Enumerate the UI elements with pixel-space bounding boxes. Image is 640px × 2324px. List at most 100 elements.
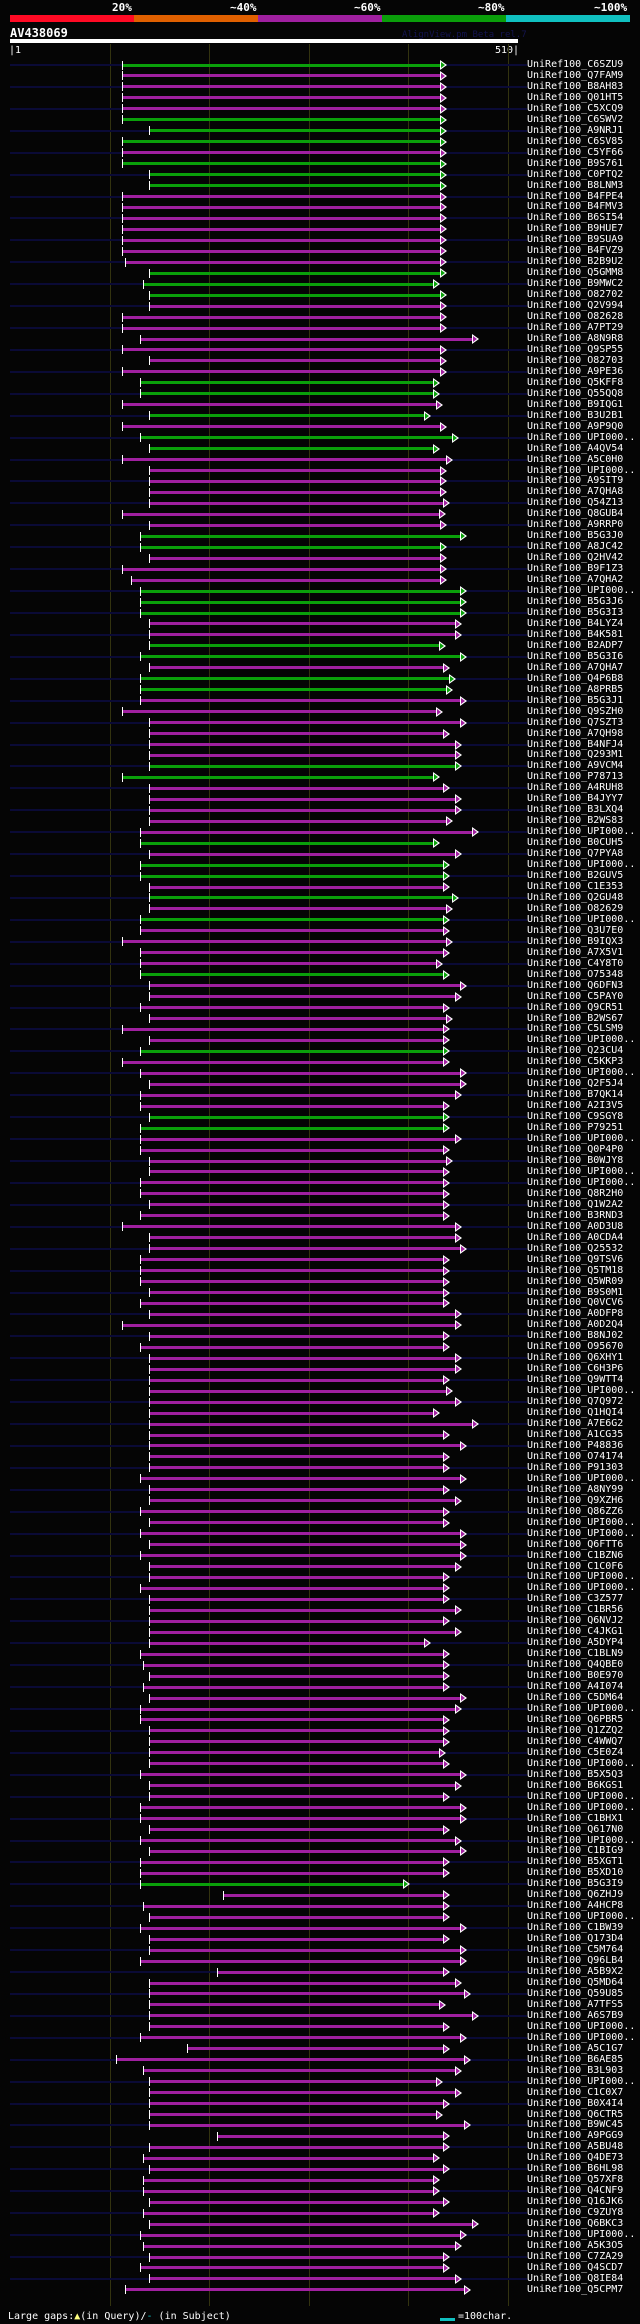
hit-label[interactable]: UniRef100_B6AE85 — [527, 2053, 624, 2065]
hit-bar[interactable] — [125, 2288, 465, 2292]
hit-bar[interactable] — [122, 118, 441, 122]
hit-bar[interactable] — [122, 216, 441, 220]
hit-label[interactable]: UniRef100_A5C0H0 — [527, 453, 624, 465]
hit-label[interactable]: UniRef100_Q617N0 — [527, 1823, 624, 1835]
hit-bar[interactable] — [150, 1236, 456, 1240]
hit-label[interactable]: UniRef100_A7TFS5 — [527, 1998, 624, 2010]
hit-bar[interactable] — [150, 743, 456, 747]
hit-bar[interactable] — [141, 863, 444, 867]
hit-bar[interactable] — [122, 940, 447, 944]
hit-bar[interactable] — [150, 1411, 434, 1415]
hit-label[interactable]: UniRef100_B2ADP7 — [527, 639, 624, 651]
hit-bar[interactable] — [144, 2156, 434, 2160]
hit-bar[interactable] — [150, 479, 441, 483]
hit-label[interactable]: UniRef100_O74174 — [527, 1450, 624, 1462]
hit-label[interactable]: UniRef100_B4FMV3 — [527, 201, 624, 213]
hit-label[interactable]: UniRef100_A5BU48 — [527, 2141, 624, 2153]
hit-label[interactable]: UniRef100_O82703 — [527, 354, 624, 366]
hit-label[interactable]: UniRef100_Q5CPM7 — [527, 2283, 624, 2295]
hit-label[interactable]: UniRef100_C1BW39 — [527, 1922, 624, 1934]
hit-bar[interactable] — [150, 447, 434, 451]
hit-bar[interactable] — [122, 775, 434, 779]
hit-label[interactable]: UniRef100_B9IQG1 — [527, 398, 624, 410]
hit-label[interactable]: UniRef100_Q0VCV6 — [527, 1297, 624, 1309]
hit-bar[interactable] — [144, 2211, 434, 2215]
hit-label[interactable]: UniRef100_Q96LB4 — [527, 1955, 624, 1967]
hit-label[interactable]: UniRef100_O82629 — [527, 902, 624, 914]
hit-label[interactable]: UniRef100_Q3U7E0 — [527, 924, 624, 936]
hit-label[interactable]: UniRef100_B5G3I3 — [527, 607, 624, 618]
hit-bar[interactable] — [122, 195, 441, 199]
hit-bar[interactable] — [122, 567, 441, 571]
hit-label[interactable]: UniRef100_UPI000.. — [527, 1790, 636, 1802]
hit-bar[interactable] — [150, 852, 456, 856]
hit-bar[interactable] — [141, 1959, 461, 1963]
hit-bar[interactable] — [150, 1575, 444, 1579]
hit-bar[interactable] — [141, 1773, 461, 1777]
hit-label[interactable]: UniRef100_UPI000.. — [527, 1034, 636, 1046]
hit-label[interactable]: UniRef100_Q5KFF8 — [527, 376, 624, 388]
hit-label[interactable]: UniRef100_UPI000.. — [527, 464, 636, 476]
hit-bar[interactable] — [150, 1729, 444, 1733]
hit-label[interactable]: UniRef100_UPI000.. — [527, 859, 636, 871]
hit-label[interactable]: UniRef100_Q4QBE0 — [527, 1659, 624, 1671]
hit-label[interactable]: UniRef100_B9HUE7 — [527, 223, 624, 235]
hit-label[interactable]: UniRef100_A8N9R8 — [527, 333, 624, 344]
hit-bar[interactable] — [150, 1597, 444, 1601]
hit-label[interactable]: UniRef100_A9SIT9 — [527, 475, 624, 487]
hit-bar[interactable] — [150, 1159, 447, 1163]
hit-bar[interactable] — [141, 1148, 444, 1152]
hit-label[interactable]: UniRef100_C1BIG9 — [527, 1845, 624, 1857]
hit-bar[interactable] — [150, 523, 441, 527]
hit-label[interactable]: UniRef100_Q2HV42 — [527, 552, 624, 564]
hit-bar[interactable] — [141, 534, 461, 538]
hit-label[interactable]: UniRef100_B7QK14 — [527, 1089, 624, 1101]
hit-bar[interactable] — [122, 1060, 444, 1064]
hit-bar[interactable] — [150, 501, 444, 505]
hit-bar[interactable] — [141, 1192, 444, 1196]
hit-bar[interactable] — [141, 951, 444, 955]
hit-label[interactable]: UniRef100_UPI000.. — [527, 913, 636, 925]
hit-label[interactable]: UniRef100_Q7FAM9 — [527, 69, 624, 81]
hit-label[interactable]: UniRef100_UPI000.. — [527, 1165, 636, 1177]
hit-label[interactable]: UniRef100_B5G3J0 — [527, 530, 624, 542]
hit-label[interactable]: UniRef100_A7X5V1 — [527, 946, 624, 958]
hit-bar[interactable] — [150, 753, 456, 757]
hit-bar[interactable] — [150, 896, 453, 900]
hit-bar[interactable] — [150, 732, 444, 736]
hit-bar[interactable] — [122, 1225, 456, 1229]
hit-bar[interactable] — [144, 1663, 444, 1667]
hit-bar[interactable] — [150, 2025, 444, 2029]
hit-bar[interactable] — [150, 1400, 456, 1404]
hit-bar[interactable] — [141, 1214, 444, 1218]
hit-bar[interactable] — [150, 2200, 444, 2204]
hit-label[interactable]: UniRef100_B9S761 — [527, 157, 624, 169]
hit-bar[interactable] — [122, 1027, 444, 1031]
hit-bar[interactable] — [122, 96, 441, 100]
hit-bar[interactable] — [150, 1992, 465, 1996]
hit-bar[interactable] — [141, 1301, 444, 1305]
hit-bar[interactable] — [141, 918, 444, 922]
hit-bar[interactable] — [141, 1258, 444, 1262]
hit-label[interactable]: UniRef100_O82702 — [527, 289, 624, 301]
hit-bar[interactable] — [141, 600, 461, 604]
hit-bar[interactable] — [122, 205, 441, 209]
hit-bar[interactable] — [122, 315, 441, 319]
hit-bar[interactable] — [122, 512, 440, 516]
hit-label[interactable]: UniRef100_UPI000.. — [527, 1385, 636, 1397]
hit-bar[interactable] — [150, 633, 456, 637]
hit-label[interactable]: UniRef100_C1BLN9 — [527, 1648, 624, 1660]
hit-label[interactable]: UniRef100_B5G3I9 — [527, 1878, 624, 1890]
hit-label[interactable]: UniRef100_B5G3J6 — [527, 596, 624, 608]
hit-bar[interactable] — [150, 1630, 456, 1634]
hit-label[interactable]: UniRef100_B4NFJ4 — [527, 738, 624, 750]
hit-label[interactable]: UniRef100_Q8GUB4 — [527, 508, 624, 520]
hit-label[interactable]: UniRef100_B5X5Q3 — [527, 1768, 624, 1780]
hit-bar[interactable] — [141, 1104, 444, 1108]
hit-label[interactable]: UniRef100_Q23CU4 — [527, 1045, 624, 1057]
hit-label[interactable]: UniRef100_Q8R2H0 — [527, 1187, 624, 1199]
hit-label[interactable]: UniRef100_UPI000.. — [527, 431, 636, 443]
hit-label[interactable]: UniRef100_Q9SP55 — [527, 343, 624, 355]
hit-bar[interactable] — [150, 304, 441, 308]
hit-label[interactable]: UniRef100_C5LSM9 — [527, 1023, 624, 1035]
